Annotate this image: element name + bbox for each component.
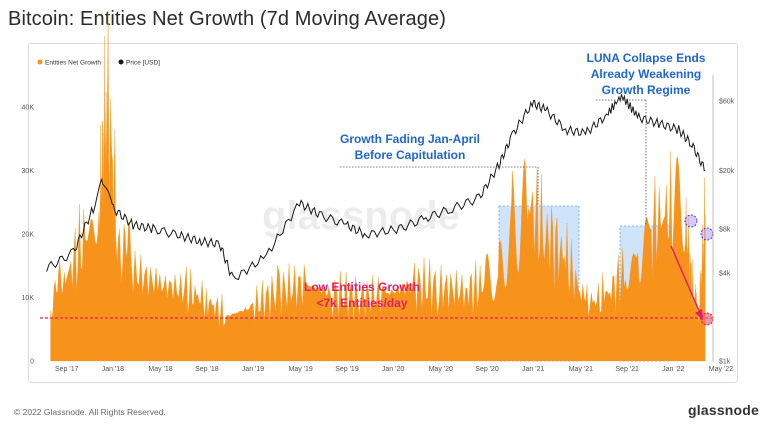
- x-tick-label: Sep '21: [615, 366, 639, 373]
- y-right-tick-label: $1k: [719, 359, 731, 366]
- y-left-tick-label: 20K: [22, 231, 35, 238]
- annotation-fading-1: Growth Fading Jan-April: [340, 132, 480, 146]
- annotation-low-1: Low Entities Growth: [304, 280, 420, 294]
- y-left-tick-label: 40K: [22, 104, 35, 111]
- y-right-tick-label: $20k: [719, 168, 735, 175]
- legend-swatch-price: [118, 59, 124, 65]
- y-left-axis-ticks: 0 10K 20K 30K 40K: [22, 104, 35, 365]
- x-tick-label: May '22: [709, 366, 733, 373]
- x-tick-label: Jan '19: [242, 366, 264, 373]
- x-tick-label: Sep '19: [335, 366, 359, 373]
- decline-arrow: [670, 245, 701, 314]
- x-tick-label: Jan '21: [522, 366, 544, 373]
- series-line-price: [46, 94, 706, 281]
- x-tick-label: Jan '20: [382, 366, 404, 373]
- copyright: © 2022 Glassnode. All Rights Reserved.: [14, 407, 166, 417]
- y-right-tick-label: $8k: [719, 226, 731, 233]
- annotation-luna-1: LUNA Collapse Ends: [587, 51, 706, 65]
- series-area-entities-net-growth: [50, 11, 706, 362]
- area-series-layer: [50, 11, 706, 362]
- y-right-axis-ticks: $1k $4k $8k $20k $60k: [719, 98, 735, 365]
- y-left-tick-label: 10K: [22, 295, 35, 302]
- x-axis-ticks: Sep '17 Jan '18 May '18 Sep '18 Jan '19 May '…: [55, 366, 733, 373]
- peak-marker-1: [684, 214, 698, 228]
- price-series-layer: [46, 94, 706, 281]
- legend-label-growth: Entities Net Growth: [45, 60, 101, 67]
- page-title: Bitcoin: Entities Net Growth (7d Moving …: [8, 8, 446, 30]
- y-right-tick-label: $4k: [719, 270, 731, 277]
- annotation-low-2: <7k Entities/day: [316, 296, 407, 310]
- annotation-luna-2: Already Weakening: [591, 67, 701, 81]
- x-tick-label: Jan '18: [102, 366, 124, 373]
- x-tick-label: Jan '22: [662, 366, 684, 373]
- legend-label-price: Price [USD]: [126, 60, 160, 67]
- x-tick-label: Sep '17: [55, 366, 79, 373]
- x-tick-label: May '21: [569, 366, 593, 373]
- y-right-tick-label: $60k: [719, 98, 735, 105]
- x-tick-label: Sep '18: [195, 366, 219, 373]
- decline-arrow-head: [695, 309, 703, 320]
- legend-swatch-growth: [37, 59, 43, 65]
- annotation-fading-2: Before Capitulation: [355, 148, 466, 162]
- footer-logo: glassnode: [688, 402, 760, 418]
- annotation-luna-3: Growth Regime: [602, 83, 691, 97]
- x-tick-label: May '18: [148, 366, 172, 373]
- y-left-tick-label: 0: [30, 359, 34, 366]
- x-tick-label: Sep '20: [475, 366, 499, 373]
- peak-marker-2: [700, 227, 714, 241]
- y-left-tick-label: 30K: [22, 168, 35, 175]
- x-tick-label: May '19: [289, 366, 313, 373]
- x-tick-label: May '20: [429, 366, 453, 373]
